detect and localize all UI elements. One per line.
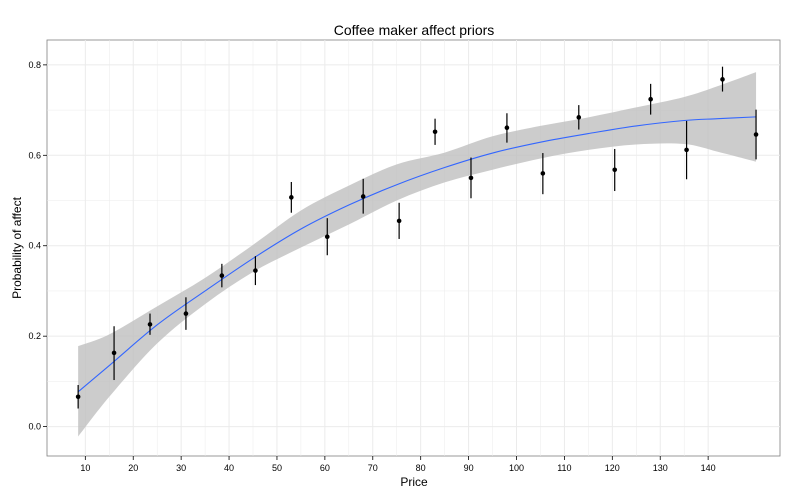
data-point [289, 195, 294, 200]
y-axis-title: Probability of affect [10, 196, 24, 299]
x-axis-title: Price [400, 475, 428, 489]
y-axis: 0.0 0.2 0.4 0.6 0.8 [28, 60, 47, 432]
data-point [324, 234, 330, 239]
x-tick-label: 120 [605, 463, 620, 473]
data-point [147, 322, 153, 327]
x-tick-label: 50 [272, 463, 282, 473]
x-tick-label: 110 [557, 463, 571, 473]
chart-title: Coffee maker affect priors [334, 22, 495, 38]
y-tick-label: 0.6 [28, 150, 41, 160]
x-tick-label: 60 [320, 463, 330, 473]
y-tick-label: 0.0 [28, 422, 41, 432]
data-point [648, 96, 653, 102]
data-point [612, 167, 618, 173]
x-tick-label: 80 [416, 463, 426, 473]
data-point [432, 129, 438, 135]
y-tick-label: 0.2 [28, 331, 41, 341]
y-tick-label: 0.4 [28, 241, 41, 251]
data-point [360, 194, 366, 199]
data-point [253, 268, 258, 273]
x-tick-label: 30 [176, 463, 186, 473]
x-tick-label: 100 [509, 463, 524, 473]
data-point [540, 171, 546, 176]
data-point [468, 175, 474, 181]
data-point [111, 350, 117, 356]
grid-major [47, 40, 780, 456]
x-tick-label: 40 [224, 463, 234, 473]
x-tick-label: 20 [128, 463, 138, 473]
x-tick-label: 130 [653, 463, 668, 473]
x-tick-label: 10 [80, 463, 90, 473]
data-points [75, 77, 759, 400]
data-point [75, 394, 81, 400]
confidence-band [78, 72, 757, 437]
x-tick-label: 90 [464, 463, 474, 473]
data-point [753, 132, 759, 137]
data-point [219, 273, 225, 278]
data-point [576, 115, 582, 120]
data-point [720, 77, 725, 82]
data-point [504, 125, 510, 131]
y-tick-label: 0.8 [28, 60, 41, 70]
data-point [183, 311, 189, 316]
data-point [396, 218, 402, 224]
x-axis: 10 20 30 40 50 60 70 80 90 100 110 120 130 140 [80, 456, 716, 473]
data-point [684, 147, 689, 153]
smooth-line [77, 116, 757, 393]
x-tick-label: 70 [368, 463, 378, 473]
x-tick-label: 140 [701, 463, 716, 473]
